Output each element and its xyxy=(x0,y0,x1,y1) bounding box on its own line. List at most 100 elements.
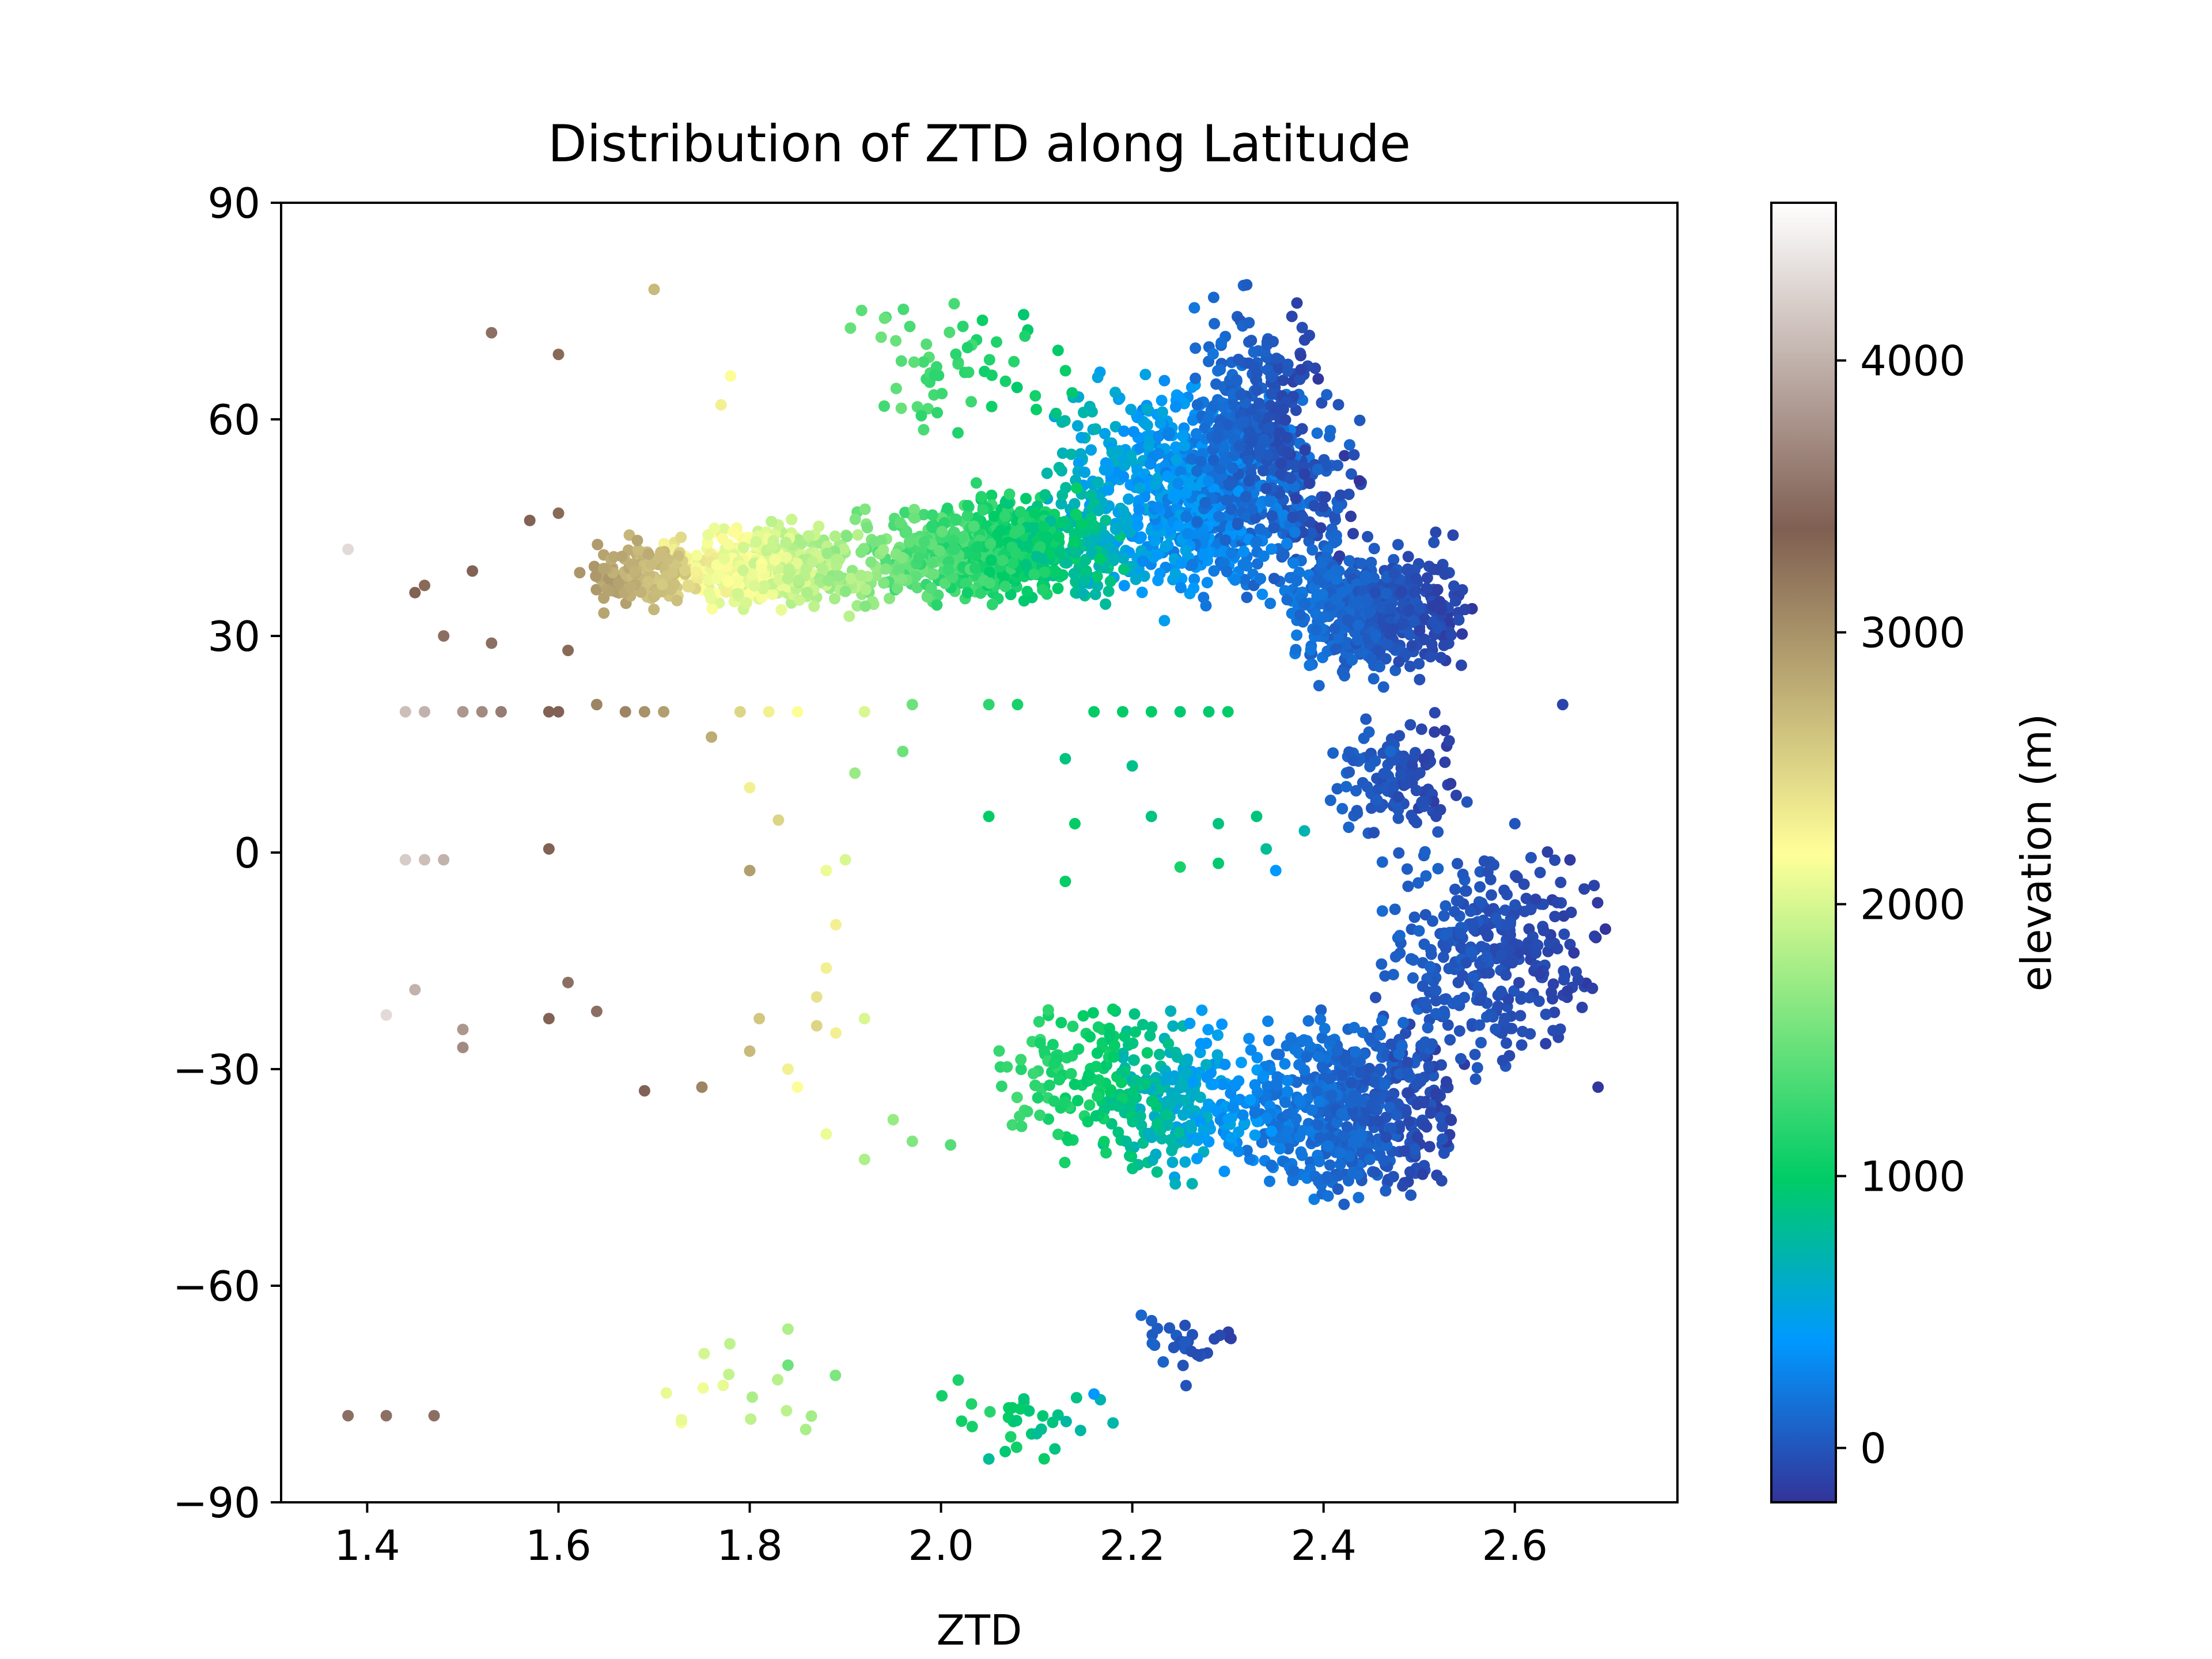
scatter-point xyxy=(878,577,890,589)
scatter-point xyxy=(1254,523,1266,535)
scatter-point xyxy=(1011,381,1023,393)
scatter-point xyxy=(706,731,718,743)
scatter-point xyxy=(1037,521,1050,533)
scatter-point xyxy=(813,520,825,532)
scatter-point xyxy=(1146,1315,1158,1327)
scatter-point xyxy=(995,1080,1007,1092)
scatter-point xyxy=(1429,726,1441,738)
scatter-point xyxy=(1128,426,1139,438)
scatter-point xyxy=(1112,1100,1124,1112)
scatter-point xyxy=(1037,1410,1049,1422)
scatter-point xyxy=(1099,427,1111,440)
scatter-point xyxy=(1003,488,1016,500)
scatter-point xyxy=(1414,624,1426,637)
scatter-point xyxy=(1351,805,1363,817)
scatter-point xyxy=(830,1369,842,1381)
scatter-point xyxy=(831,553,843,565)
scatter-point xyxy=(1191,1153,1203,1165)
scatter-point xyxy=(1282,365,1294,377)
scatter-point xyxy=(875,535,887,547)
scatter-point xyxy=(1472,981,1484,993)
scatter-point xyxy=(1409,747,1421,759)
scatter-point xyxy=(829,593,840,605)
scatter-point xyxy=(1171,454,1183,466)
scatter-point xyxy=(1180,511,1192,523)
scatter-point xyxy=(1378,767,1390,779)
scatter-point xyxy=(1270,865,1282,877)
scatter-point xyxy=(409,984,421,996)
scatter-point xyxy=(997,554,1009,566)
scatter-point xyxy=(1221,419,1233,431)
scatter-point xyxy=(1164,427,1175,439)
scatter-point xyxy=(1343,555,1355,567)
scatter-point xyxy=(1437,951,1449,963)
scatter-point xyxy=(829,530,841,542)
scatter-point xyxy=(1055,1017,1067,1029)
scatter-point xyxy=(1299,444,1311,456)
scatter-point xyxy=(524,514,536,527)
scatter-point xyxy=(598,607,610,619)
scatter-point xyxy=(1374,1063,1387,1075)
scatter-point xyxy=(1171,1051,1183,1063)
scatter-point xyxy=(1365,556,1377,569)
scatter-point xyxy=(972,541,984,552)
scatter-point xyxy=(1041,467,1053,479)
scatter-point xyxy=(744,782,756,794)
scatter-point xyxy=(772,1374,784,1386)
scatter-point xyxy=(1237,416,1249,428)
scatter-point xyxy=(1052,344,1064,357)
scatter-point xyxy=(1180,1380,1192,1392)
scatter-point xyxy=(976,315,988,326)
scatter-point xyxy=(1506,1022,1518,1035)
scatter-point xyxy=(941,502,953,514)
scatter-point xyxy=(1380,653,1392,665)
scatter-point xyxy=(1137,1137,1149,1149)
scatter-point xyxy=(1490,1023,1502,1035)
scatter-point xyxy=(1008,355,1020,368)
scatter-point xyxy=(1547,993,1559,1005)
scatter-point xyxy=(769,554,781,566)
scatter-point xyxy=(1065,448,1077,460)
scatter-point xyxy=(1179,1319,1191,1331)
scatter-point xyxy=(1533,968,1546,980)
scatter-point xyxy=(1257,550,1270,562)
scatter-point xyxy=(1410,785,1422,797)
scatter-point xyxy=(830,1027,842,1039)
scatter-point xyxy=(1516,1039,1528,1051)
scatter-point xyxy=(1317,501,1329,513)
scatter-point xyxy=(1369,755,1381,767)
scatter-point xyxy=(1459,604,1471,615)
scatter-point xyxy=(1187,1076,1199,1088)
scatter-point xyxy=(1499,904,1511,916)
scatter-point xyxy=(1348,1021,1360,1033)
scatter-point xyxy=(918,424,930,435)
x-tick-label: 1.8 xyxy=(717,1521,783,1570)
scatter-point xyxy=(1391,1109,1403,1121)
scatter-point xyxy=(1180,544,1192,556)
scatter-point xyxy=(1342,614,1354,626)
scatter-point xyxy=(1492,1000,1504,1012)
scatter-point xyxy=(1019,330,1031,342)
scatter-point xyxy=(891,582,903,594)
scatter-point xyxy=(858,706,870,718)
scatter-point xyxy=(1251,368,1263,380)
scatter-point xyxy=(782,1063,794,1075)
scatter-point xyxy=(1465,905,1476,917)
scatter-point xyxy=(1537,925,1550,937)
scatter-point xyxy=(1358,1115,1370,1126)
scatter-point xyxy=(1060,1415,1072,1427)
scatter-point xyxy=(1190,342,1202,354)
scatter-point xyxy=(731,575,743,587)
scatter-point xyxy=(1211,1049,1224,1061)
scatter-point xyxy=(1043,1113,1055,1125)
scatter-point xyxy=(1079,574,1091,586)
scatter-point xyxy=(1290,643,1302,656)
scatter-point xyxy=(844,322,857,334)
scatter-point xyxy=(915,410,927,422)
scatter-point xyxy=(671,594,683,607)
scatter-point xyxy=(718,552,730,565)
scatter-point xyxy=(419,579,430,592)
scatter-point xyxy=(1384,745,1396,757)
scatter-point xyxy=(1034,1109,1046,1121)
